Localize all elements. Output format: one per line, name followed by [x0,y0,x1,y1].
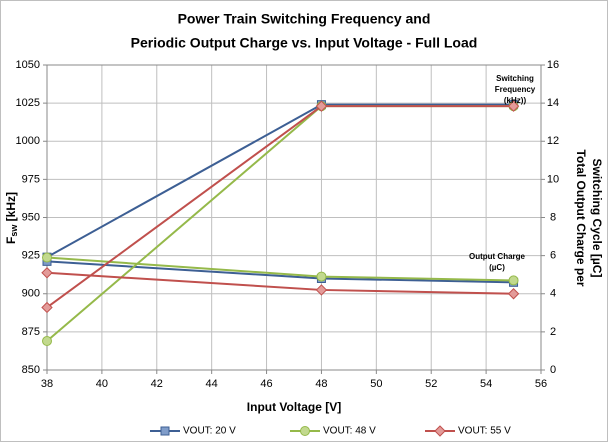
y-tick-label: 1000 [16,135,40,147]
y-axis-title-unit: [kHz] [4,192,18,225]
y2-tick-label: 6 [550,250,556,262]
annotation: (µC) [489,263,505,272]
charge-marker [507,288,520,300]
x-tick-label: 56 [535,378,547,390]
annotation: Frequency [495,85,536,94]
x-tick-label: 48 [315,378,327,390]
chart-title: Power Train Switching Frequency and [178,11,431,27]
y-tick-label: 975 [22,173,40,185]
legend-marker [300,426,310,436]
y2-axis-title: Switching Cycle [µC] [590,159,604,278]
legend-label: VOUT: 55 V [458,426,511,437]
y2-tick-label: 12 [547,135,559,147]
y-axis-title-main: F [4,237,18,244]
charge-marker [316,271,327,282]
legend-marker [160,426,170,436]
y-axis-title-sub: sw [9,224,19,237]
y2-tick-label: 2 [550,326,556,338]
y-tick-label: 875 [22,326,40,338]
y-tick-label: 925 [22,250,40,262]
y-tick-label: 950 [22,211,40,223]
plot-frame [46,64,542,371]
annotation: Output Charge [469,252,526,261]
y2-axis-title: Total Output Charge per [574,149,588,286]
y-tick-label: 1025 [16,97,40,109]
y2-tick-label: 16 [547,59,559,71]
charge-marker [315,284,328,296]
annotation: Switching [496,74,534,83]
x-tick-label: 44 [206,378,218,390]
frequency-marker [507,100,520,112]
legend-label: VOUT: 48 V [323,426,376,437]
x-tick-label: 54 [480,378,492,390]
y2-tick-label: 10 [547,173,559,185]
frequency-marker [42,336,52,347]
x-tick-label: 38 [41,378,53,390]
x-tick-label: 40 [96,378,108,390]
frequency-marker [41,301,53,314]
frequency-marker [315,100,328,112]
x-axis-title: Input Voltage [V] [247,400,341,414]
y2-tick-label: 4 [550,288,556,300]
charge-marker [42,252,52,263]
y-tick-label: 900 [22,288,40,300]
legend-label: VOUT: 20 V [183,426,236,437]
y-axis-title: Fsw [kHz] [4,192,19,244]
annotation: (kHz)) [504,96,527,105]
y-tick-label: 1050 [16,59,40,71]
x-tick-label: 50 [370,378,382,390]
y-tick-label: 850 [22,364,40,376]
x-tick-label: 46 [260,378,272,390]
y2-tick-label: 8 [550,211,556,223]
legend-marker [434,425,446,437]
charge-marker [41,267,53,279]
y2-tick-label: 0 [550,364,556,376]
x-tick-label: 42 [151,378,163,390]
chart-title: Periodic Output Charge vs. Input Voltage… [131,35,478,51]
charge-marker [508,275,519,286]
y2-tick-label: 14 [547,97,559,109]
x-tick-label: 52 [425,378,437,390]
